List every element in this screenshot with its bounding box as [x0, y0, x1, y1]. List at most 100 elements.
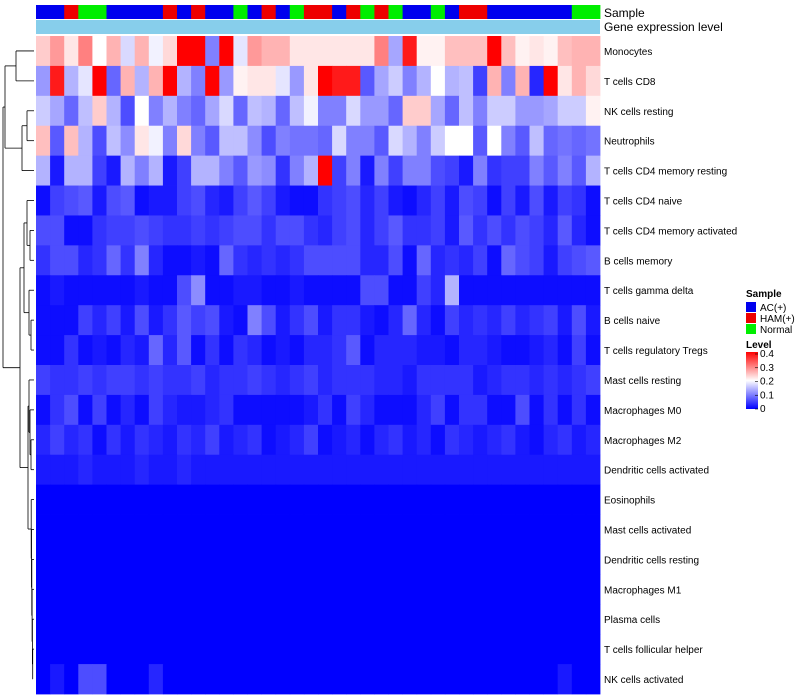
heatmap-cell	[402, 604, 418, 635]
heatmap-cell	[205, 574, 220, 605]
heatmap-cell	[205, 215, 220, 246]
row-label: T cells gamma delta	[604, 286, 694, 297]
row-label: Dendritic cells activated	[604, 466, 709, 477]
heatmap-cell	[374, 664, 389, 695]
heatmap-cell	[529, 215, 544, 246]
heatmap-cell	[346, 454, 361, 486]
heatmap-cell	[36, 215, 51, 246]
heatmap-cell	[487, 185, 502, 216]
heatmap-cell	[374, 65, 389, 97]
heatmap-cell	[191, 245, 206, 276]
heatmap-cell	[346, 125, 361, 157]
heatmap-cell	[303, 335, 319, 366]
heatmap-cell	[459, 484, 474, 515]
heatmap-cell	[529, 604, 544, 635]
heatmap-cell	[388, 95, 403, 127]
heatmap-cell	[444, 155, 460, 186]
heatmap-cell	[585, 664, 601, 695]
heatmap-cell	[148, 155, 164, 186]
heatmap-cell	[148, 185, 164, 216]
heatmap-cell	[177, 65, 192, 97]
heatmap-cell	[191, 125, 206, 157]
heatmap-cell	[106, 305, 121, 336]
heatmap-cell	[374, 155, 389, 186]
heatmap-cell	[106, 185, 121, 216]
heatmap-cell	[177, 95, 192, 127]
heatmap-cell	[529, 514, 544, 545]
heatmap-cell	[289, 544, 305, 575]
heatmap-cell	[346, 245, 361, 276]
heatmap-cell	[444, 125, 460, 157]
heatmap-cell	[148, 245, 164, 276]
heatmap-cell	[332, 155, 347, 186]
heatmap-cell	[275, 125, 291, 157]
heatmap-cell	[233, 95, 248, 127]
heatmap-cell	[543, 95, 559, 127]
heatmap-cell	[162, 275, 178, 306]
heatmap-cell	[134, 424, 150, 456]
sample-annotation-track	[36, 5, 601, 19]
row-label: T cells CD8	[604, 77, 656, 88]
heatmap-cell	[219, 484, 234, 515]
heatmap-cell	[529, 454, 544, 486]
heatmap-cell	[78, 245, 93, 276]
heatmap-cell	[430, 155, 446, 186]
sample-annotation-cell	[50, 5, 65, 19]
heatmap-cell	[289, 634, 305, 665]
heatmap-cell	[473, 275, 488, 306]
heatmap-cell	[275, 36, 291, 67]
heatmap-cell	[106, 514, 121, 545]
heatmap-cell	[543, 36, 559, 67]
heatmap-cell	[487, 664, 502, 695]
heatmap-cell	[318, 634, 333, 665]
heatmap-cell	[473, 394, 488, 426]
heatmap-cell	[473, 65, 488, 97]
heatmap-cell	[162, 365, 178, 396]
heatmap-cell	[459, 155, 474, 186]
heatmap-cell	[50, 36, 65, 67]
row-label: B cells memory	[604, 256, 672, 267]
heatmap-cell	[571, 155, 587, 186]
heatmap-cell	[473, 634, 488, 665]
heatmap-cell	[177, 544, 192, 575]
heatmap-cell	[332, 394, 347, 426]
heatmap-cell	[261, 365, 277, 396]
heatmap-cell	[64, 335, 79, 366]
heatmap-cell	[303, 185, 319, 216]
heatmap-cell	[444, 245, 460, 276]
heatmap-cell	[50, 544, 65, 575]
heatmap-cell	[219, 245, 234, 276]
heatmap-cell	[50, 155, 65, 186]
heatmap-cell	[148, 365, 164, 396]
heatmap-cell	[459, 275, 474, 306]
heatmap-cell	[318, 424, 333, 456]
heatmap-cell	[303, 454, 319, 486]
heatmap-cell	[148, 65, 164, 97]
heatmap-cell	[430, 365, 446, 396]
heatmap-cell	[261, 305, 277, 336]
heatmap-cell	[289, 245, 305, 276]
heatmap-cell	[247, 245, 262, 276]
heatmap-cell	[346, 36, 361, 67]
expression-track-label: Gene expression level	[604, 20, 723, 34]
heatmap-cell	[148, 664, 164, 695]
heatmap-cell	[92, 365, 107, 396]
heatmap-cell	[205, 424, 220, 456]
heatmap-cell	[402, 335, 418, 366]
heatmap-cell	[134, 574, 150, 605]
heatmap-cell	[191, 305, 206, 336]
heatmap-cell	[261, 664, 277, 695]
heatmap-cell	[303, 305, 319, 336]
heatmap-cell	[191, 95, 206, 127]
heatmap-cell	[148, 484, 164, 515]
heatmap-cell	[515, 365, 530, 396]
heatmap-cell	[36, 155, 51, 186]
heatmap-cell	[303, 245, 319, 276]
heatmap-cell	[177, 155, 192, 186]
sample-annotation-cell	[162, 5, 178, 19]
heatmap-cell	[120, 574, 136, 605]
sample-annotation-cell	[374, 5, 389, 19]
heatmap-cell	[106, 335, 121, 366]
heatmap-cell	[162, 574, 178, 605]
heatmap-cell	[36, 604, 51, 635]
